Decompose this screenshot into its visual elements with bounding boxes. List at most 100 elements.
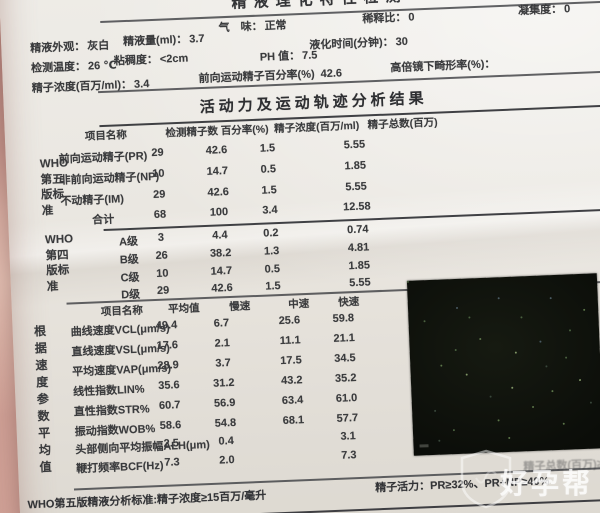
cell: 4.81 [347,241,370,255]
cell: 11.1 [279,334,301,348]
cell: 17.5 [280,354,302,368]
field-value: 42.6 [320,67,343,81]
row-label: 前向运动精子(PR) [58,150,148,166]
cell: 14.7 [206,165,229,178]
cell: 5.55 [345,180,368,194]
micrograph-image [406,273,600,456]
field-value: 0 [408,11,415,24]
cell: 0.5 [260,163,277,176]
cell: 54.8 [214,416,237,430]
row-label: 头部侧向平均振幅ALH(μm) [75,438,211,457]
field-test-temperature: 检测温度： 26 ℃ [31,56,117,75]
cell: 1.5 [261,184,278,197]
field-value: 灰白 [86,39,110,53]
cell: 0.74 [346,223,369,237]
cell: 35.6 [157,379,180,392]
field-value: 3.7 [188,32,205,46]
cell: 57.7 [336,412,359,425]
column-header: 检测精子数 [165,125,219,140]
field-odor: 气 味： 正常 [218,17,287,36]
cell: 10 [152,167,165,181]
cell: 28.9 [157,359,180,373]
cell: 1.85 [348,259,371,273]
cell: 3.7 [215,357,231,370]
field-value: <2cm [159,52,189,66]
field-appearance: 精液外观： 灰白 [30,37,110,56]
cell: 1.85 [344,159,367,173]
cell: 68 [153,208,167,222]
cell: 35.2 [334,372,357,385]
column-header: 中速 [288,297,310,311]
watermark-text: 好孕帮 [500,468,594,499]
cell: 7.3 [164,456,180,469]
cell: 63.4 [281,394,304,408]
field-deformity-rate: 高倍镜下畸形率(%)： [390,55,498,75]
cell: 3 [157,231,165,244]
row-label: B级 [119,253,140,267]
sperm-dots [406,280,409,283]
cell: 2.0 [219,453,235,467]
column-header: 精子浓度(百万/ml) [273,119,360,136]
field-value: 7.5 [301,49,318,62]
row-label: 不动精子(IM) [60,193,125,208]
field-label: 液化时间(分钟)： [309,36,394,52]
row-label: 直性指数STR% [73,403,150,419]
cell: 61.0 [335,392,358,405]
page-title: 精液理化特性检测 [0,0,600,22]
cell: 56.9 [213,396,236,410]
column-header: 慢速 [229,300,251,314]
micrograph-corner-mark [419,444,429,448]
field-label: 精液量(ml)： [122,33,188,49]
row-label: 线性指数LIN% [72,383,145,399]
field-label: 稀释比： [362,11,407,26]
field-label: 精液外观： [30,40,86,55]
field-label: 检测温度： [30,60,87,75]
field-label: 高倍镜下畸形率(%)： [390,58,496,75]
cell: 10 [156,267,169,280]
field-ph: PH 值： 7.5 [259,46,318,64]
cell: 49.4 [155,319,178,333]
cell: 29 [152,188,166,202]
cell: 3.1 [340,430,356,443]
watermark-logo: 好孕帮 [458,446,600,513]
field-label: 气 味： [218,20,263,35]
column-header: 精子总数(百万) [367,116,438,132]
cell: 6.7 [213,317,230,330]
cell: 1.5 [265,280,281,293]
column-header: 项目名称 [84,129,128,143]
field-value: 正常 [264,19,287,33]
shield-icon [460,449,512,509]
cell: 12.58 [342,200,371,214]
column-header: 项目名称 [100,304,144,319]
cell: 0.2 [262,227,279,240]
cell: 29 [151,146,164,160]
field-value: 30 [395,35,409,49]
row-label: 非前向运动精子(NP) [59,170,160,187]
row-label: 振动指数WOB% [74,423,156,439]
cell: 3.4 [262,204,278,217]
field-sperm-concentration: 精子浓度(百万/ml)： 3.4 [32,75,150,96]
cell: 29 [156,284,170,297]
cell: 59.8 [332,312,355,325]
field-dilution-ratio: 稀释比： 0 [362,8,415,26]
cell: 4.4 [212,229,228,242]
row-label: 合计 [91,213,115,227]
field-viscosity: 粘稠度： <2cm [113,50,189,69]
cell: 7.3 [340,449,357,462]
column-header: 百分率(%) [220,123,269,138]
column-header: 快速 [337,295,360,309]
cell: 2.5 [163,437,180,450]
field-label: 粘稠度： [113,53,159,68]
cell: 0.4 [218,435,235,448]
field-label: PH 值： [259,50,301,64]
cell: 21.1 [333,332,356,345]
cell: 14.7 [210,264,233,278]
cell: 42.6 [207,186,230,199]
row-label: 直线速度VSL(μm/s) [71,342,171,359]
field-label: 精子浓度(百万/ml)： [31,78,133,95]
column-header: 平均值 [167,302,200,316]
cell: 34.5 [334,352,356,365]
row-label: C级 [120,271,140,285]
